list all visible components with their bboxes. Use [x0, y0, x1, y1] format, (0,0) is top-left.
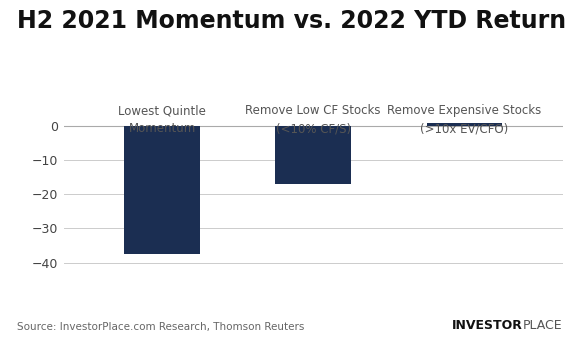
Text: Source: InvestorPlace.com Research, Thomson Reuters: Source: InvestorPlace.com Research, Thom… — [17, 323, 304, 332]
Text: H2 2021 Momentum vs. 2022 YTD Return: H2 2021 Momentum vs. 2022 YTD Return — [17, 9, 567, 32]
Text: Remove Expensive Stocks
(>10x EV/CFO): Remove Expensive Stocks (>10x EV/CFO) — [387, 104, 542, 135]
Text: Remove Low CF Stocks
(<10% CF/S): Remove Low CF Stocks (<10% CF/S) — [245, 104, 381, 135]
Bar — [276, 126, 351, 184]
Bar — [124, 126, 200, 254]
Text: INVESTOR: INVESTOR — [452, 320, 523, 332]
Bar — [426, 123, 502, 126]
Text: PLACE: PLACE — [523, 320, 563, 332]
Text: Lowest Quintle
Momentum: Lowest Quintle Momentum — [118, 104, 206, 135]
